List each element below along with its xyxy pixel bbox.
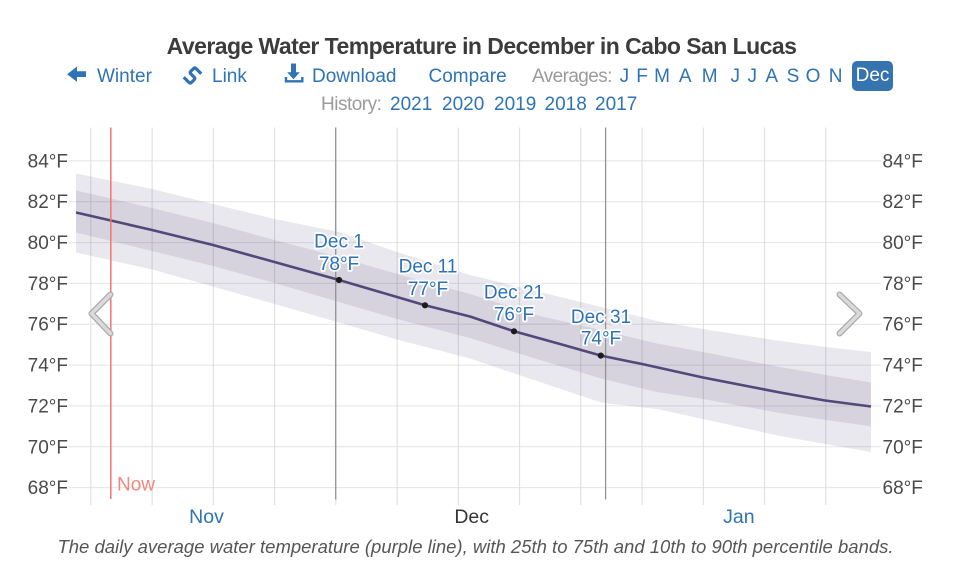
svg-text:80°F: 80°F	[883, 233, 923, 254]
svg-text:Now: Now	[117, 475, 155, 496]
svg-text:70°F: 70°F	[883, 437, 923, 458]
svg-text:80°F: 80°F	[28, 233, 68, 254]
svg-text:Dec 1: Dec 1	[314, 232, 364, 253]
svg-text:Dec 11: Dec 11	[399, 257, 458, 278]
svg-text:Nov: Nov	[189, 506, 224, 528]
svg-text:74°F: 74°F	[883, 356, 923, 377]
svg-text:76°F: 76°F	[28, 315, 68, 336]
svg-text:78°F: 78°F	[28, 274, 68, 295]
svg-text:82°F: 82°F	[883, 192, 923, 213]
svg-text:77°F: 77°F	[408, 279, 448, 300]
svg-text:84°F: 84°F	[883, 151, 923, 172]
svg-text:78°F: 78°F	[883, 274, 923, 295]
svg-text:74°F: 74°F	[581, 329, 621, 350]
svg-text:72°F: 72°F	[28, 396, 68, 417]
svg-text:84°F: 84°F	[28, 151, 68, 172]
svg-text:72°F: 72°F	[883, 396, 923, 417]
svg-text:76°F: 76°F	[494, 305, 534, 326]
svg-text:Dec 31: Dec 31	[571, 307, 631, 328]
svg-text:74°F: 74°F	[28, 356, 68, 377]
svg-text:Dec: Dec	[454, 506, 489, 528]
svg-text:Jan: Jan	[723, 506, 754, 528]
svg-text:70°F: 70°F	[28, 437, 68, 458]
svg-text:78°F: 78°F	[319, 254, 359, 275]
svg-text:76°F: 76°F	[883, 315, 923, 336]
svg-text:68°F: 68°F	[28, 478, 68, 499]
svg-text:Dec 21: Dec 21	[484, 283, 544, 304]
svg-text:68°F: 68°F	[883, 478, 923, 499]
svg-text:82°F: 82°F	[28, 192, 68, 213]
